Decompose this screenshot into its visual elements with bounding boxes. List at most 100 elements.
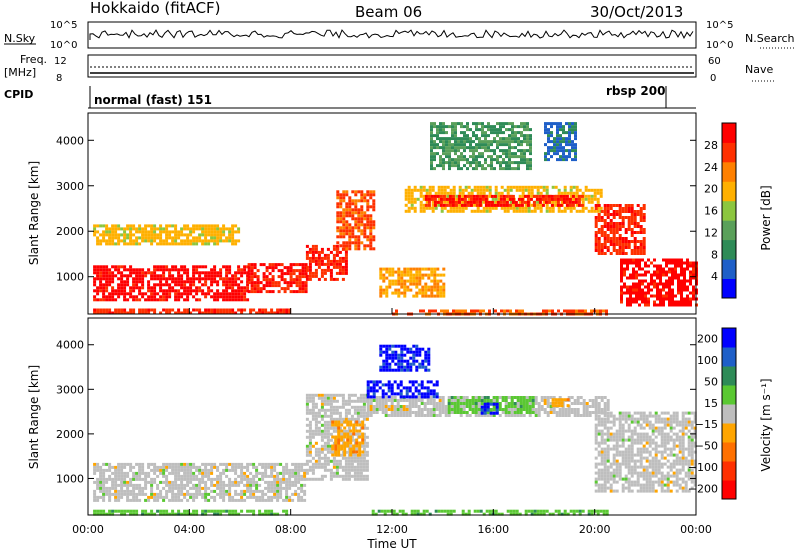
power-cell [198, 236, 202, 240]
power-cell [484, 143, 487, 147]
power-cell [553, 137, 556, 141]
velocity-cell [189, 486, 193, 490]
power-cell [329, 268, 333, 272]
power-cell [117, 239, 121, 243]
velocity-cell [534, 399, 538, 402]
power-cell [484, 137, 487, 141]
velocity-cell [99, 480, 103, 484]
power-cell [638, 282, 641, 286]
power-cell [216, 298, 220, 302]
power-cell [569, 194, 573, 198]
power-cell [499, 122, 502, 126]
power-cell [162, 308, 166, 312]
power-cell [606, 237, 610, 240]
power-cell [484, 203, 488, 207]
power-cell [514, 137, 517, 141]
velocity-cell [126, 489, 130, 493]
power-cell [600, 243, 604, 246]
power-cell [289, 272, 293, 276]
velocity-cell [381, 402, 385, 405]
power-cell [632, 270, 635, 274]
power-cell [132, 283, 136, 287]
power-cell [662, 285, 665, 289]
power-cell [421, 273, 425, 277]
velocity-cell [332, 462, 336, 466]
velocity-cell [189, 474, 193, 478]
power-cell [478, 203, 482, 207]
velocity-cell [350, 393, 354, 397]
power-cell [630, 240, 634, 243]
power-cell [502, 161, 505, 165]
power-cell [439, 140, 442, 144]
velocity-cell [111, 480, 115, 484]
power-cell [274, 263, 278, 267]
power-cell [372, 193, 376, 197]
power-cell [629, 288, 632, 292]
power-cell [111, 265, 115, 269]
power-cell [369, 229, 373, 233]
power-cell [314, 247, 318, 251]
power-cell [439, 194, 443, 198]
power-cell [653, 303, 656, 307]
velocity-cell [246, 477, 250, 481]
velocity-cell [147, 495, 151, 499]
power-cell [445, 149, 448, 153]
power-cell [219, 295, 223, 299]
power-cell [385, 267, 389, 271]
velocity-cell [255, 495, 259, 499]
power-cell [153, 268, 157, 272]
power-cell [305, 274, 309, 278]
power-cell [195, 265, 199, 269]
velocity-cell [390, 414, 394, 417]
power-cell [671, 303, 674, 307]
power-cell [129, 233, 133, 237]
velocity-cell [192, 465, 196, 469]
power-cell [485, 185, 489, 189]
power-cell [475, 125, 478, 129]
power-cell [366, 220, 370, 224]
power-cell [454, 125, 457, 129]
power-colorbar-swatch [722, 123, 736, 143]
power-cell [656, 303, 659, 307]
power-cell [494, 197, 498, 201]
power-cell [490, 143, 493, 147]
power-cell [686, 279, 689, 283]
velocity-cell [308, 438, 312, 442]
power-cell [153, 298, 157, 302]
velocity-cell [558, 408, 562, 411]
power-cell [514, 146, 517, 150]
velocity-cell [171, 462, 175, 466]
power-cell [487, 200, 491, 204]
power-cell [123, 286, 127, 290]
power-cell [351, 241, 355, 245]
power-cell [633, 213, 637, 216]
velocity-cell [174, 474, 178, 478]
power-cell [683, 261, 686, 265]
velocity-cell [165, 483, 169, 487]
velocity-cell [291, 474, 295, 478]
velocity-cell [347, 474, 351, 478]
power-cell [442, 137, 445, 141]
power-cell [563, 209, 567, 213]
power-cell [391, 273, 395, 277]
power-cell [201, 289, 205, 293]
power-cell [421, 288, 425, 292]
power-cell [618, 225, 622, 228]
power-cell [108, 271, 112, 275]
power-cell [478, 140, 481, 144]
power-cell [195, 286, 199, 290]
power-cell [326, 268, 330, 272]
power-cell [156, 242, 160, 246]
velocity-cell [323, 420, 327, 424]
velocity-cell [186, 468, 190, 472]
velocity-cell [474, 408, 478, 411]
power-cell [320, 259, 324, 263]
power-cell [231, 295, 235, 299]
velocity-cell [362, 459, 366, 463]
power-cell [369, 244, 373, 248]
velocity-cell [162, 465, 166, 469]
power-cell [339, 199, 343, 203]
velocity-cell [117, 492, 121, 496]
power-cell [342, 241, 346, 245]
velocity-cell [126, 492, 130, 496]
